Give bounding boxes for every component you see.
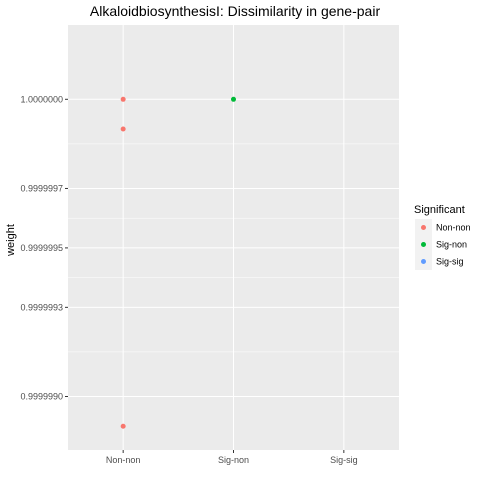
x-tick-label: Non-non [106, 455, 141, 465]
legend: Significant Non-non Sig-non Sig-sig [414, 204, 471, 270]
legend-marker [421, 259, 426, 264]
y-tick-label: 0.9999990 [20, 392, 63, 402]
legend-title: Significant [414, 204, 465, 216]
legend-label: Sig-sig [436, 257, 464, 267]
y-tick-label: 0.9999997 [20, 183, 63, 193]
legend-marker [421, 242, 426, 247]
y-tick-label: 1.0000000 [20, 94, 63, 104]
plot-panel [68, 25, 399, 450]
data-points [120, 96, 236, 429]
y-tick-label: 0.9999995 [20, 243, 63, 253]
x-tick-label: Sig-non [218, 455, 249, 465]
data-point [120, 126, 126, 132]
legend-label: Non-non [436, 223, 471, 233]
y-axis: 0.9999990 0.9999993 0.9999995 0.9999997 1.00… [20, 94, 68, 402]
y-axis-title: weight [5, 224, 17, 257]
legend-marker [421, 225, 426, 230]
data-point [120, 423, 126, 429]
x-tick-label: Sig-sig [330, 455, 358, 465]
data-point [120, 96, 126, 102]
legend-label: Sig-non [436, 240, 467, 250]
y-tick-label: 0.9999993 [20, 302, 63, 312]
chart-title: AlkaloidbiosynthesisI: Dissimilarity in … [90, 3, 381, 19]
data-point [231, 96, 236, 102]
x-axis: Non-non Sig-non Sig-sig [106, 450, 358, 465]
